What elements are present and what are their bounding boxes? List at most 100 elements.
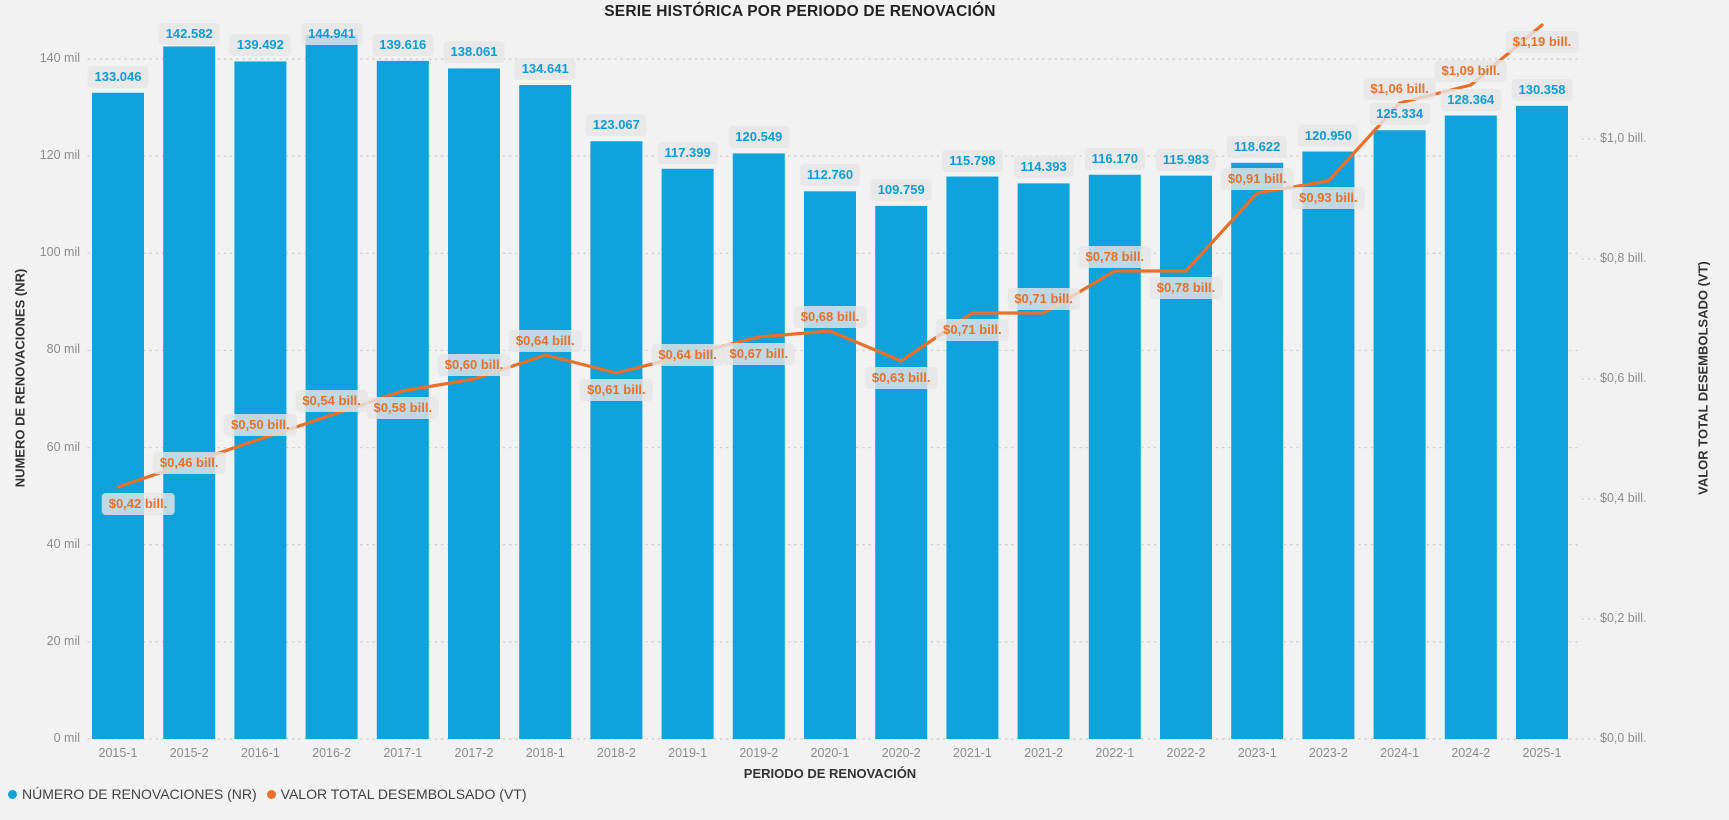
bar-2020-1[interactable] <box>804 191 856 739</box>
x-tick-2015-1: 2015-1 <box>98 746 138 760</box>
vt-label-2020-2: $0,63 bill. <box>864 367 938 389</box>
x-tick-2017-2: 2017-2 <box>454 746 494 760</box>
bar-2016-2[interactable] <box>305 35 358 740</box>
nr-label-2017-2: 138.061 <box>443 41 505 64</box>
nr-label-2018-1: 134.641 <box>514 58 576 81</box>
legend-label-bar: NÚMERO DE RENOVACIONES (NR) <box>22 786 257 802</box>
left-axis-tick: 0 mil <box>53 731 80 745</box>
right-axis-tick: $1,0 bill. <box>1600 131 1647 145</box>
x-tick-2025-1: 2025-1 <box>1522 746 1562 760</box>
nr-label-2021-1: 115.798 <box>942 149 1003 172</box>
vt-label-2022-2: $0,78 bill. <box>1149 277 1223 299</box>
nr-label-2022-2: 115.983 <box>1155 148 1217 171</box>
bar-2015-1[interactable] <box>92 92 144 740</box>
x-tick-2020-1: 2020-1 <box>810 746 850 760</box>
right-axis-tick: $0,6 bill. <box>1600 371 1647 385</box>
left-axis-tick: 140 mil <box>39 51 80 65</box>
bar-2021-1[interactable] <box>946 176 999 740</box>
vt-label-2018-2: $0,61 bill. <box>580 379 653 401</box>
bar-2020-2[interactable] <box>875 205 928 739</box>
nr-label-2016-2: 144.941 <box>301 23 363 45</box>
right-axis-tick: $0,0 bill. <box>1600 731 1647 745</box>
right-axis-tick: $0,4 bill. <box>1600 491 1647 505</box>
left-axis-tick: 80 mil <box>46 342 80 357</box>
bar-2019-1[interactable] <box>661 168 714 739</box>
legend-item-numero-renovaciones[interactable]: NÚMERO DE RENOVACIONES (NR) <box>8 786 257 802</box>
bar-2024-2[interactable] <box>1444 115 1497 740</box>
right-axis-title: VALOR TOTAL DESEMBOLSADO (VT) <box>1695 261 1711 495</box>
vt-label-2019-1: $0,64 bill. <box>651 344 724 366</box>
x-tick-2016-1: 2016-1 <box>240 746 280 760</box>
bar-2019-2[interactable] <box>732 153 785 739</box>
nr-label-2019-2: 120.549 <box>728 126 790 149</box>
chart-title: SERIE HISTÓRICA POR PERIODO DE RENOVACIÓ… <box>604 3 996 20</box>
legend-marker-bar-icon <box>8 789 17 799</box>
vt-label-2018-1: $0,64 bill. <box>508 330 582 352</box>
x-tick-2023-2: 2023-2 <box>1308 746 1348 760</box>
vt-label-2016-1: $0,50 bill. <box>224 414 297 436</box>
bar-2022-1[interactable] <box>1088 174 1141 739</box>
x-tick-2016-2: 2016-2 <box>312 746 352 760</box>
legend-item-valor-total[interactable]: VALOR TOTAL DESEMBOLSADO (VT) <box>266 786 527 802</box>
left-axis-tick: 100 mil <box>39 245 80 260</box>
nr-label-2024-1: 125.334 <box>1369 103 1431 126</box>
bar-2024-1[interactable] <box>1373 130 1426 739</box>
legend: NÚMERO DE RENOVACIONES (NR) VALOR TOTAL … <box>8 786 527 802</box>
x-tick-2020-2: 2020-2 <box>881 746 921 760</box>
left-axis-tick: 20 mil <box>46 633 80 648</box>
x-tick-2024-2: 2024-2 <box>1451 746 1491 760</box>
nr-label-2018-2: 123.067 <box>585 114 647 137</box>
vt-label-2020-1: $0,68 bill. <box>793 306 867 328</box>
vt-label-2019-2: $0,67 bill. <box>722 343 796 365</box>
vt-label-2024-1: $1,06 bill. <box>1363 78 1436 100</box>
vt-label-2017-1: $0,58 bill. <box>366 397 440 419</box>
right-axis-tick: $0,8 bill. <box>1600 251 1647 265</box>
bar-2023-2[interactable] <box>1302 151 1355 739</box>
nr-label-2015-1: 133.046 <box>87 65 149 88</box>
bar-2018-1[interactable] <box>519 85 572 740</box>
bar-2018-2[interactable] <box>590 141 643 740</box>
bar-2025-1[interactable] <box>1516 105 1568 739</box>
bar-2021-2[interactable] <box>1017 183 1070 740</box>
nr-label-2017-1: 139.616 <box>372 33 434 56</box>
vt-label-2025-1: $1,19 bill. <box>1505 31 1579 53</box>
nr-label-2025-1: 130.358 <box>1511 78 1573 101</box>
nr-label-2024-2: 128.364 <box>1440 88 1502 111</box>
vt-label-2017-2: $0,60 bill. <box>437 354 511 376</box>
nr-label-2020-2: 109.759 <box>870 178 932 201</box>
vt-label-2015-2: $0,46 bill. <box>152 452 226 474</box>
nr-label-2023-2: 120.950 <box>1297 124 1359 147</box>
right-axis-tick: $0,2 bill. <box>1600 611 1647 625</box>
vt-label-2015-1: $0,42 bill. <box>101 493 175 515</box>
nr-label-2015-2: 142.582 <box>158 23 220 45</box>
x-tick-2018-2: 2018-2 <box>596 746 636 760</box>
x-tick-2017-1: 2017-1 <box>383 746 423 760</box>
x-tick-2019-1: 2019-1 <box>668 746 708 760</box>
vt-label-2023-1: $0,91 bill. <box>1220 168 1294 190</box>
vt-label-2022-1: $0,78 bill. <box>1078 246 1152 268</box>
nr-label-2016-1: 139.492 <box>229 34 291 57</box>
left-axis-title: NUMERO DE RENOVACIONES (NR) <box>12 268 28 488</box>
bar-2015-2[interactable] <box>163 46 216 739</box>
vt-label-2021-2: $0,71 bill. <box>1007 288 1080 310</box>
nr-label-2023-1: 118.622 <box>1227 135 1288 158</box>
vt-label-2016-2: $0,54 bill. <box>295 390 368 412</box>
left-axis-tick: 120 mil <box>39 148 80 163</box>
nr-label-2022-1: 116.170 <box>1084 147 1145 170</box>
nr-label-2021-2: 114.393 <box>1013 156 1074 179</box>
left-axis-tick: 60 mil <box>46 439 80 454</box>
nr-label-2020-1: 112.760 <box>799 164 861 187</box>
x-tick-2021-2: 2021-2 <box>1024 746 1064 760</box>
bar-2017-2[interactable] <box>448 68 500 740</box>
x-tick-2019-2: 2019-2 <box>739 746 779 760</box>
bar-2023-1[interactable] <box>1231 162 1284 739</box>
x-tick-2015-2: 2015-2 <box>169 746 209 760</box>
legend-marker-line-icon <box>266 789 276 799</box>
left-axis-tick: 40 mil <box>46 536 80 551</box>
x-tick-2018-1: 2018-1 <box>525 746 565 760</box>
bar-2016-1[interactable] <box>234 61 287 740</box>
legend-label-line: VALOR TOTAL DESEMBOLSADO (VT) <box>280 786 527 802</box>
